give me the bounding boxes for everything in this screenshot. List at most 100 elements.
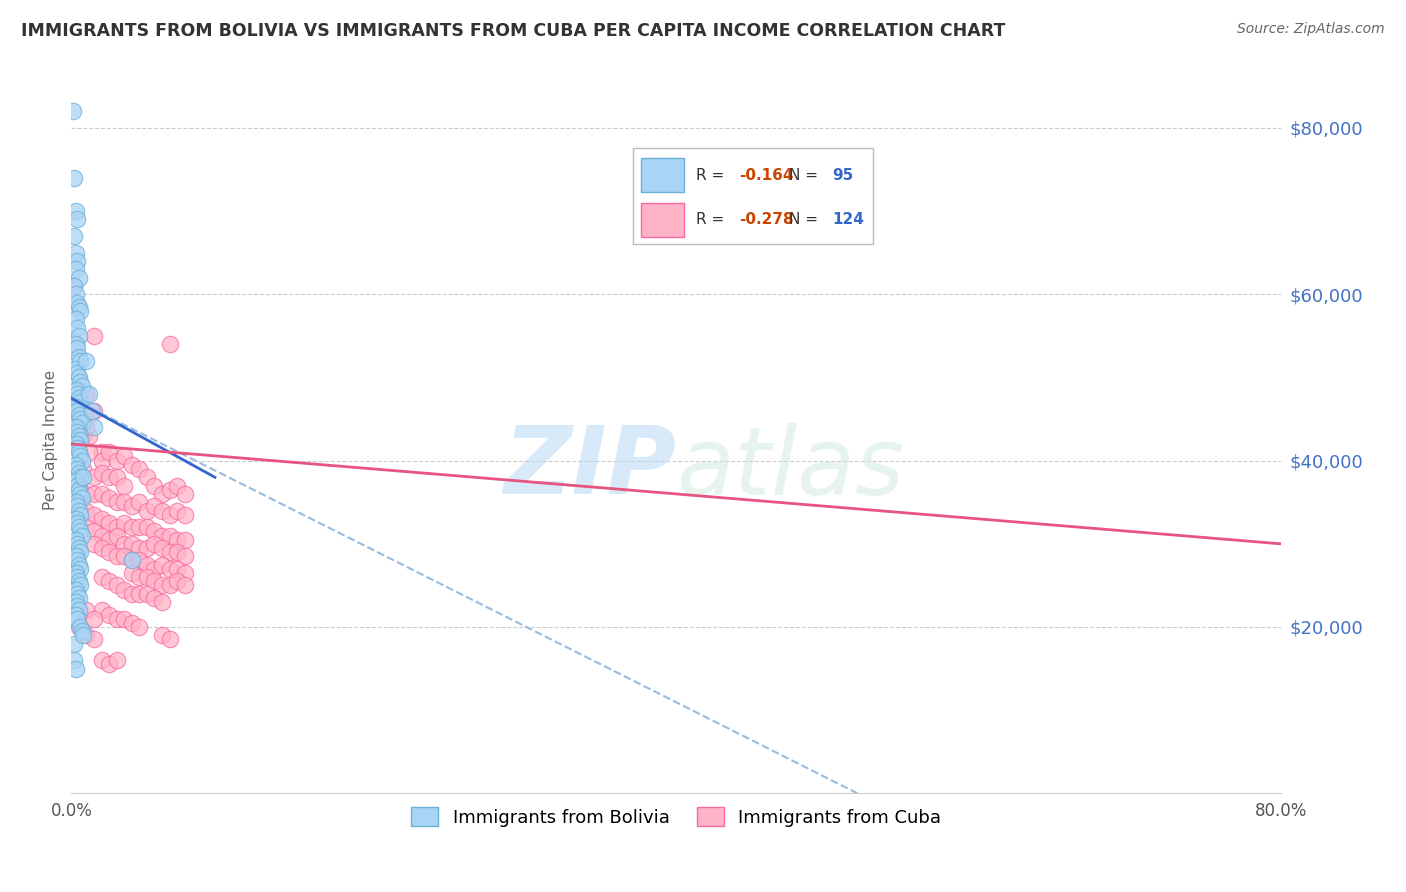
- Point: [75, 420, 97, 434]
- Point: [143, 500, 166, 514]
- Point: [105, 528, 128, 542]
- Point: [166, 545, 188, 559]
- Point: [135, 503, 157, 517]
- Point: [83, 487, 105, 501]
- Point: [66, 462, 89, 476]
- Point: [128, 620, 150, 634]
- Point: [65, 595, 87, 609]
- Point: [83, 537, 105, 551]
- Point: [67, 428, 90, 442]
- Point: [159, 483, 181, 497]
- Point: [65, 420, 87, 434]
- Point: [69, 375, 91, 389]
- Point: [67, 483, 90, 497]
- Point: [121, 553, 143, 567]
- Point: [65, 549, 87, 564]
- Text: N =: N =: [789, 168, 823, 183]
- Text: ZIP: ZIP: [503, 422, 676, 514]
- Point: [83, 403, 105, 417]
- Text: 95: 95: [832, 168, 853, 183]
- Point: [82, 403, 104, 417]
- Text: 124: 124: [832, 212, 865, 227]
- Point: [83, 524, 105, 539]
- Point: [90, 445, 112, 459]
- Point: [173, 566, 195, 580]
- Point: [65, 337, 87, 351]
- Point: [65, 383, 87, 397]
- Point: [69, 433, 91, 447]
- Y-axis label: Per Capita Income: Per Capita Income: [44, 370, 58, 510]
- Point: [66, 342, 89, 356]
- Text: Source: ZipAtlas.com: Source: ZipAtlas.com: [1237, 22, 1385, 37]
- Point: [143, 537, 166, 551]
- Point: [105, 453, 128, 467]
- Point: [121, 520, 143, 534]
- Point: [67, 391, 90, 405]
- Point: [67, 437, 90, 451]
- Point: [69, 620, 91, 634]
- Point: [62, 104, 84, 119]
- Point: [128, 553, 150, 567]
- Point: [69, 354, 91, 368]
- Point: [66, 553, 89, 567]
- Point: [112, 516, 135, 530]
- Point: [98, 533, 121, 547]
- Point: [65, 400, 87, 414]
- Point: [65, 287, 87, 301]
- Point: [135, 587, 157, 601]
- Point: [159, 632, 181, 647]
- Point: [67, 300, 90, 314]
- Point: [112, 549, 135, 564]
- Point: [166, 562, 188, 576]
- Point: [69, 450, 91, 464]
- Point: [135, 558, 157, 572]
- Point: [121, 566, 143, 580]
- Point: [112, 582, 135, 597]
- Point: [173, 508, 195, 522]
- Point: [150, 578, 173, 592]
- Point: [105, 578, 128, 592]
- Point: [69, 395, 91, 409]
- Point: [83, 470, 105, 484]
- Point: [63, 170, 86, 185]
- Point: [75, 520, 97, 534]
- Point: [75, 354, 97, 368]
- Point: [66, 403, 89, 417]
- Point: [67, 270, 90, 285]
- Point: [105, 549, 128, 564]
- Point: [66, 500, 89, 514]
- Point: [63, 653, 86, 667]
- Point: [75, 412, 97, 426]
- Point: [79, 387, 101, 401]
- Point: [128, 541, 150, 555]
- Point: [66, 537, 89, 551]
- Point: [135, 470, 157, 484]
- Point: [150, 628, 173, 642]
- Point: [66, 320, 89, 334]
- Point: [143, 591, 166, 605]
- Point: [66, 612, 89, 626]
- Point: [166, 503, 188, 517]
- Point: [143, 562, 166, 576]
- Point: [67, 408, 90, 422]
- Point: [121, 537, 143, 551]
- Point: [75, 387, 97, 401]
- Point: [112, 478, 135, 492]
- Point: [63, 279, 86, 293]
- Point: [159, 337, 181, 351]
- Point: [128, 495, 150, 509]
- Point: [83, 612, 105, 626]
- Point: [67, 520, 90, 534]
- Point: [135, 570, 157, 584]
- Point: [90, 453, 112, 467]
- Point: [65, 582, 87, 597]
- Point: [67, 503, 90, 517]
- Text: -0.278: -0.278: [740, 212, 793, 227]
- Point: [159, 562, 181, 576]
- Point: [65, 607, 87, 622]
- Point: [66, 387, 89, 401]
- Point: [66, 367, 89, 381]
- Point: [66, 441, 89, 455]
- Point: [69, 470, 91, 484]
- Point: [90, 512, 112, 526]
